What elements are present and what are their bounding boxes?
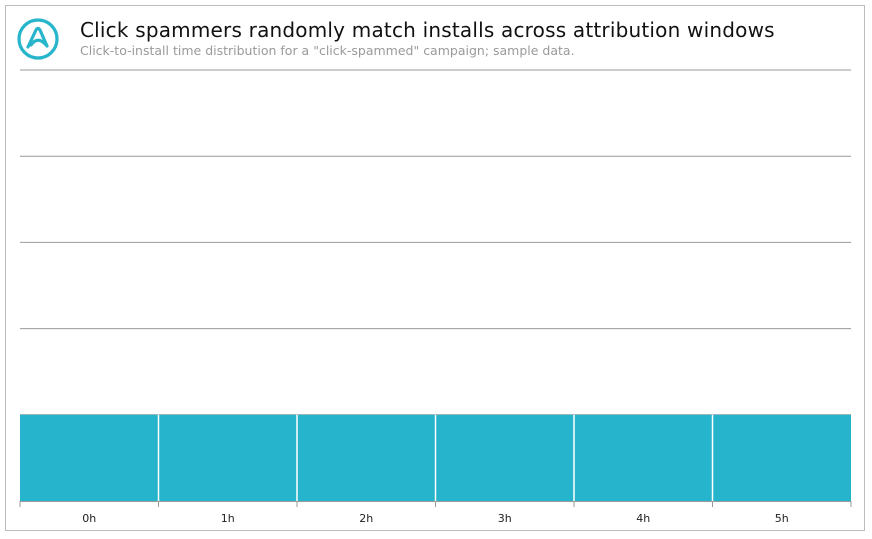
x-tick-label-3h: 3h	[498, 512, 512, 525]
brand-logo-icon	[17, 18, 59, 60]
x-tick-label-0h: 0h	[82, 512, 96, 525]
bar-2h	[297, 414, 436, 501]
bar-0h	[20, 414, 159, 501]
bar-1h	[158, 414, 297, 501]
chart-title: Click spammers randomly match installs a…	[80, 18, 775, 42]
x-tick-label-1h: 1h	[221, 512, 235, 525]
bar-5h	[712, 414, 851, 501]
x-tick-label-4h: 4h	[636, 512, 650, 525]
x-tick-label-2h: 2h	[359, 512, 373, 525]
bar-4h	[574, 414, 713, 501]
bar-3h	[435, 414, 574, 501]
chart-subtitle: Click-to-install time distribution for a…	[80, 43, 575, 58]
x-tick-label-5h: 5h	[775, 512, 789, 525]
